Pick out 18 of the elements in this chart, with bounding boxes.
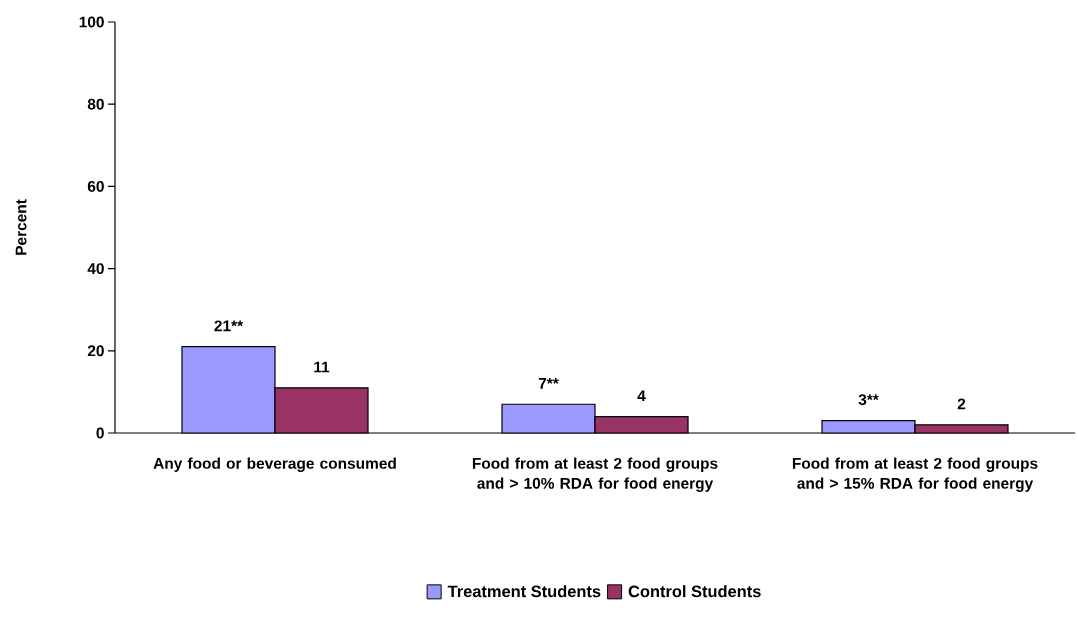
y-axis-title: Percent	[15, 199, 27, 255]
data-label: 3**	[858, 394, 879, 406]
y-tick-label: 0	[96, 427, 104, 439]
data-label: 21**	[214, 320, 244, 332]
legend-label: Treatment Students	[447, 585, 601, 598]
legend-label: Control Students	[628, 585, 761, 598]
data-label: 4	[637, 390, 646, 402]
x-tick-label: Any food or beverage consumed	[153, 457, 396, 472]
data-label: 2	[957, 398, 966, 410]
y-tick-label: 60	[87, 180, 104, 192]
x-tick-label: Food from at least 2 food groups and > 15% RDA for food energy	[792, 457, 1038, 492]
y-tick-label: 40	[87, 263, 104, 275]
data-label: 11	[314, 361, 330, 373]
x-tick-label: Food from at least 2 food groups and > 10% RDA for food energy	[472, 457, 718, 492]
data-label: 7**	[538, 378, 559, 389]
y-tick-label: 20	[87, 345, 104, 357]
y-tick-label: 80	[87, 98, 104, 110]
y-tick-label: 100	[79, 16, 104, 28]
